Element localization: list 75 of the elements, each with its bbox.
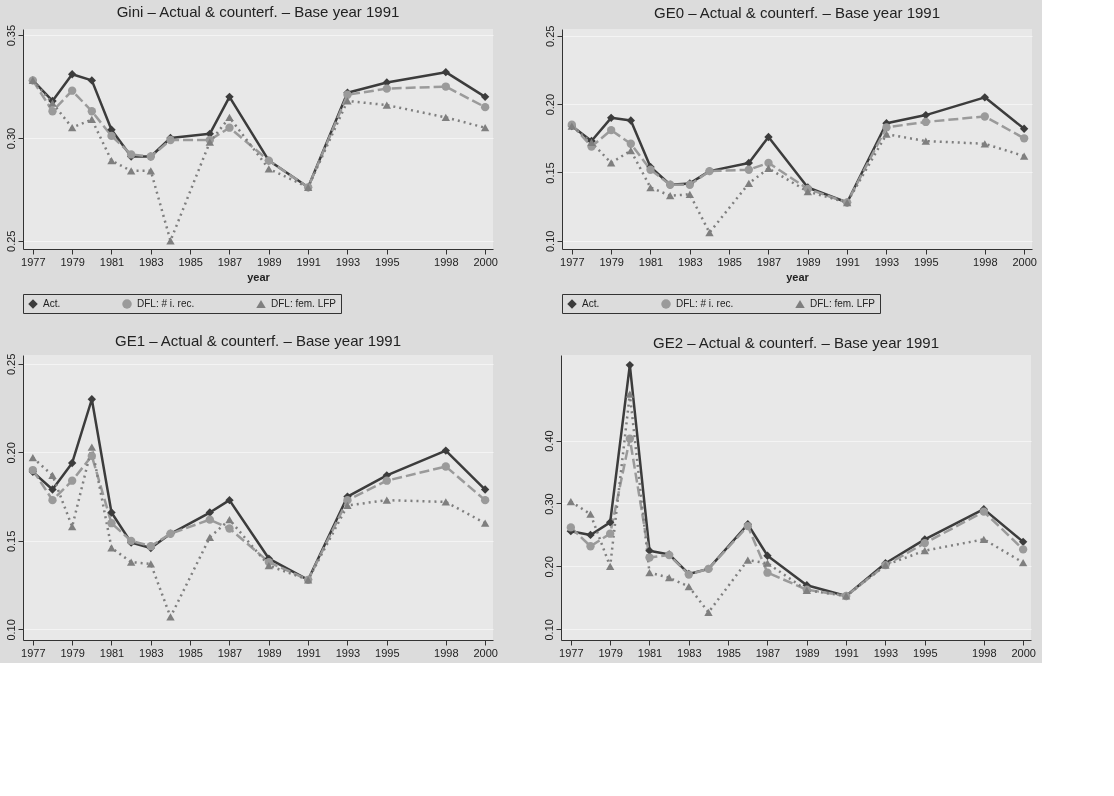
x-tick-label: 1993 — [335, 255, 361, 268]
x-tick-label: 1991 — [296, 255, 321, 268]
x-tick-label: 1979 — [60, 646, 85, 659]
x-tick-label: 1995 — [913, 646, 938, 659]
x-tick-label: 2000 — [473, 646, 498, 659]
x-tick-label: 1987 — [756, 255, 782, 268]
x-tick-label: 1995 — [375, 646, 400, 659]
x-tick-label: 1985 — [716, 646, 741, 659]
x-axis-title: year — [786, 270, 810, 283]
x-tick-label: 1998 — [434, 255, 459, 268]
y-tick-label: 0.10 — [4, 619, 17, 641]
x-tick-label: 1981 — [99, 646, 125, 659]
y-tick-label: 0.25 — [4, 353, 17, 376]
legend-label: DFL: # i. rec. — [137, 298, 195, 309]
x-tick-label: 1991 — [835, 255, 860, 268]
x-tick-label: 1983 — [678, 255, 703, 268]
x-tick-label: 1985 — [178, 646, 203, 659]
x-tick-label: 1981 — [99, 255, 125, 268]
x-axis-title: year — [247, 270, 271, 283]
legend-label: DFL: fem. LFP — [810, 298, 876, 309]
x-tick-label: 1981 — [637, 646, 663, 659]
x-tick-label: 1987 — [755, 646, 781, 659]
x-tick-label: 2000 — [473, 255, 498, 268]
y-tick-label: 0.30 — [542, 493, 555, 515]
x-tick-label: 1977 — [560, 255, 585, 268]
y-tick-label: 0.25 — [4, 230, 17, 252]
x-tick-label: 1983 — [677, 646, 702, 659]
y-tick-label: 0.40 — [542, 430, 555, 452]
y-tick-label: 0.30 — [4, 127, 17, 150]
x-tick-label: 1989 — [795, 646, 820, 659]
x-tick-label: 1987 — [217, 646, 243, 659]
chart-title: GE0 – Actual & counterf. – Base year 1991 — [653, 4, 941, 22]
legend-label: Act. — [43, 298, 61, 309]
y-tick-label: 0.15 — [543, 162, 556, 184]
chart-title: Gini – Actual & counterf. – Base year 1991 — [116, 3, 400, 21]
x-tick-label: 1979 — [60, 255, 85, 268]
x-tick-label: 1979 — [598, 646, 623, 659]
x-tick-label: 1983 — [139, 255, 164, 268]
legend-label: DFL: fem. LFP — [271, 298, 337, 309]
x-tick-label: 1995 — [914, 255, 939, 268]
x-tick-label: 1983 — [139, 646, 164, 659]
y-tick-label: 0.10 — [542, 619, 555, 641]
x-tick-label: 2000 — [1011, 646, 1036, 659]
x-tick-label: 1993 — [874, 255, 900, 268]
x-tick-label: 1993 — [873, 646, 899, 659]
y-tick-label: 0.20 — [542, 556, 555, 578]
y-tick-label: 0.20 — [4, 442, 17, 464]
x-tick-label: 1981 — [638, 255, 664, 268]
y-tick-label: 0.25 — [543, 25, 556, 48]
x-tick-label: 2000 — [1012, 255, 1037, 268]
chart-title: GE2 – Actual & counterf. – Base year 1991 — [652, 334, 940, 351]
x-tick-label: 1998 — [434, 646, 459, 659]
y-tick-label: 0.20 — [543, 93, 556, 116]
x-tick-label: 1989 — [257, 646, 282, 659]
x-tick-label: 1991 — [296, 646, 321, 659]
x-tick-label: 1998 — [972, 646, 997, 659]
x-tick-label: 1998 — [973, 255, 998, 268]
x-tick-label: 1985 — [717, 255, 742, 268]
x-tick-label: 1995 — [375, 255, 400, 268]
x-tick-label: 1987 — [217, 255, 243, 268]
x-tick-label: 1989 — [796, 255, 821, 268]
x-tick-label: 1977 — [559, 646, 584, 659]
x-tick-label: 1977 — [21, 646, 46, 659]
legend-label: DFL: # i. rec. — [676, 298, 734, 309]
legend-label: Act. — [582, 298, 600, 309]
y-tick-label: 0.10 — [543, 230, 556, 253]
x-tick-label: 1977 — [21, 255, 46, 268]
x-tick-label: 1991 — [834, 646, 859, 659]
chart-title: GE1 – Actual & counterf. – Base year 1991 — [114, 332, 402, 350]
x-tick-label: 1979 — [599, 255, 624, 268]
x-tick-label: 1985 — [178, 255, 203, 268]
x-tick-label: 1989 — [257, 255, 282, 268]
y-tick-label: 0.15 — [4, 530, 17, 553]
x-tick-label: 1993 — [335, 646, 361, 659]
y-tick-label: 0.35 — [4, 24, 17, 47]
